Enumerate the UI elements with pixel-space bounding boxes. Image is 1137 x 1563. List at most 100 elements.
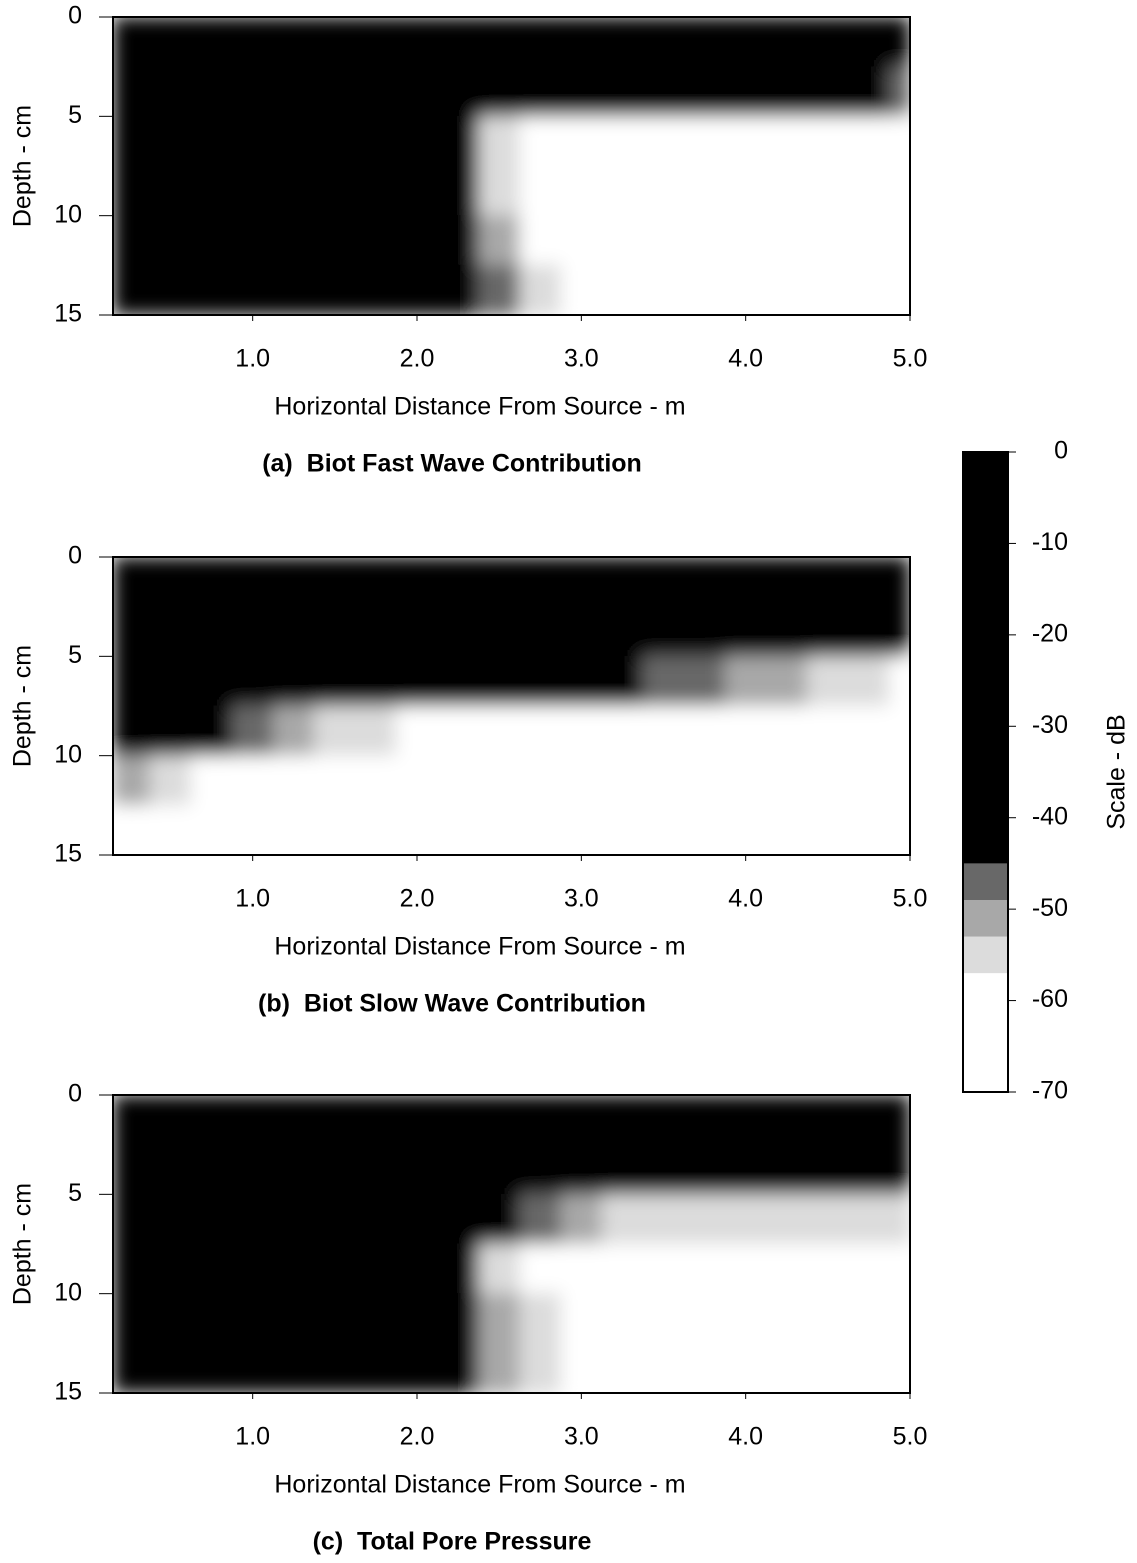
heat-cell [149,1293,192,1344]
heat-cell [437,1293,480,1344]
heat-cell [765,1193,808,1245]
heat-cell [395,1293,439,1344]
heat-cell [149,804,192,855]
heat-cell [642,1144,685,1195]
heat-cell [519,655,562,707]
heat-cell [560,804,603,855]
heat-cell [601,1193,644,1245]
heat-cell [806,804,849,855]
heat-cell [601,1293,644,1344]
heat-cell [113,755,151,806]
heat-cell [354,215,397,266]
heat-cell [847,1095,890,1146]
y-tick-label: 5 [68,101,82,129]
heat-cell [847,705,890,757]
heat-cell [149,1193,192,1245]
heat-cell [272,1342,315,1393]
heat-cell [313,705,356,757]
heat-cell [888,66,910,117]
y-axis-title: Depth - cm [9,105,37,227]
heat-cell [847,755,890,806]
heat-cell [395,1342,439,1393]
heat-cell [113,1293,151,1344]
heat-cell [149,1144,192,1195]
heat-cell [437,66,480,117]
heatmap [113,17,910,315]
heat-cell [642,1193,685,1245]
heat-cell [560,264,603,315]
y-tick-label: 0 [68,2,82,30]
heat-cell [888,264,910,315]
heat-cell [724,1144,767,1195]
heat-cell [888,115,910,167]
heat-cell [354,66,397,117]
heat-cell [847,655,890,707]
heat-cell [190,557,233,608]
heat-cell [354,804,397,855]
x-tick-label: 5.0 [893,885,928,913]
heat-cell [272,115,315,167]
heat-cell [806,755,849,806]
heat-cell [806,1293,849,1344]
colorbar-level [963,900,1008,937]
heat-cell [560,1243,603,1295]
y-tick-label: 0 [68,1080,82,1108]
heat-cell [724,1243,767,1295]
heat-cell [642,66,685,117]
heat-cell [642,17,685,68]
heat-cell [724,606,767,657]
heat-cell [478,264,521,315]
heat-cell [601,215,644,266]
heat-cell [888,606,910,657]
heat-cell [149,557,192,608]
heat-cell [272,215,315,266]
heat-cell [519,1293,562,1344]
heat-cell [642,165,685,217]
heat-cell [272,1144,315,1195]
colorbar-tick-label: -50 [1032,894,1068,922]
heat-cell [395,655,439,707]
heat-cell [190,1243,233,1295]
heat-cell [395,66,439,117]
heat-cell [272,705,315,757]
heat-cell [313,264,356,315]
heat-cell [642,557,685,608]
heat-cell [642,1243,685,1295]
heat-cell [272,1095,315,1146]
heat-cell [519,755,562,806]
heat-cell [313,755,356,806]
heat-cell [806,17,849,68]
heat-cell [313,17,356,68]
heat-cell [354,17,397,68]
heat-cell [478,66,521,117]
heat-cell [847,557,890,608]
heat-cell [395,215,439,266]
colorbar-tick-label: -20 [1032,619,1068,647]
heat-cell [478,755,521,806]
heat-cell [683,655,726,707]
heat-cell [478,804,521,855]
heat-cell [113,804,151,855]
heat-cell [806,264,849,315]
colorbar-tick-label: -10 [1032,528,1068,556]
heat-cell [190,1193,233,1245]
heat-cell [765,66,808,117]
heat-cell [642,1095,685,1146]
heat-cell [601,606,644,657]
panel-caption: (a) Biot Fast Wave Contribution [262,450,642,478]
heat-cell [354,1193,397,1245]
heat-cell [888,165,910,217]
y-tick-label: 15 [54,300,82,328]
heat-cell [847,17,890,68]
heat-cell [231,165,274,217]
heat-cell [847,115,890,167]
heat-cell [149,264,192,315]
heat-cell [519,1193,562,1245]
heat-cell [113,1193,151,1245]
heat-cell [395,1193,439,1245]
heat-cell [478,17,521,68]
heat-cell [313,1095,356,1146]
y-axis-title: Depth - cm [9,645,37,767]
heat-cell [847,606,890,657]
heat-cell [560,215,603,266]
